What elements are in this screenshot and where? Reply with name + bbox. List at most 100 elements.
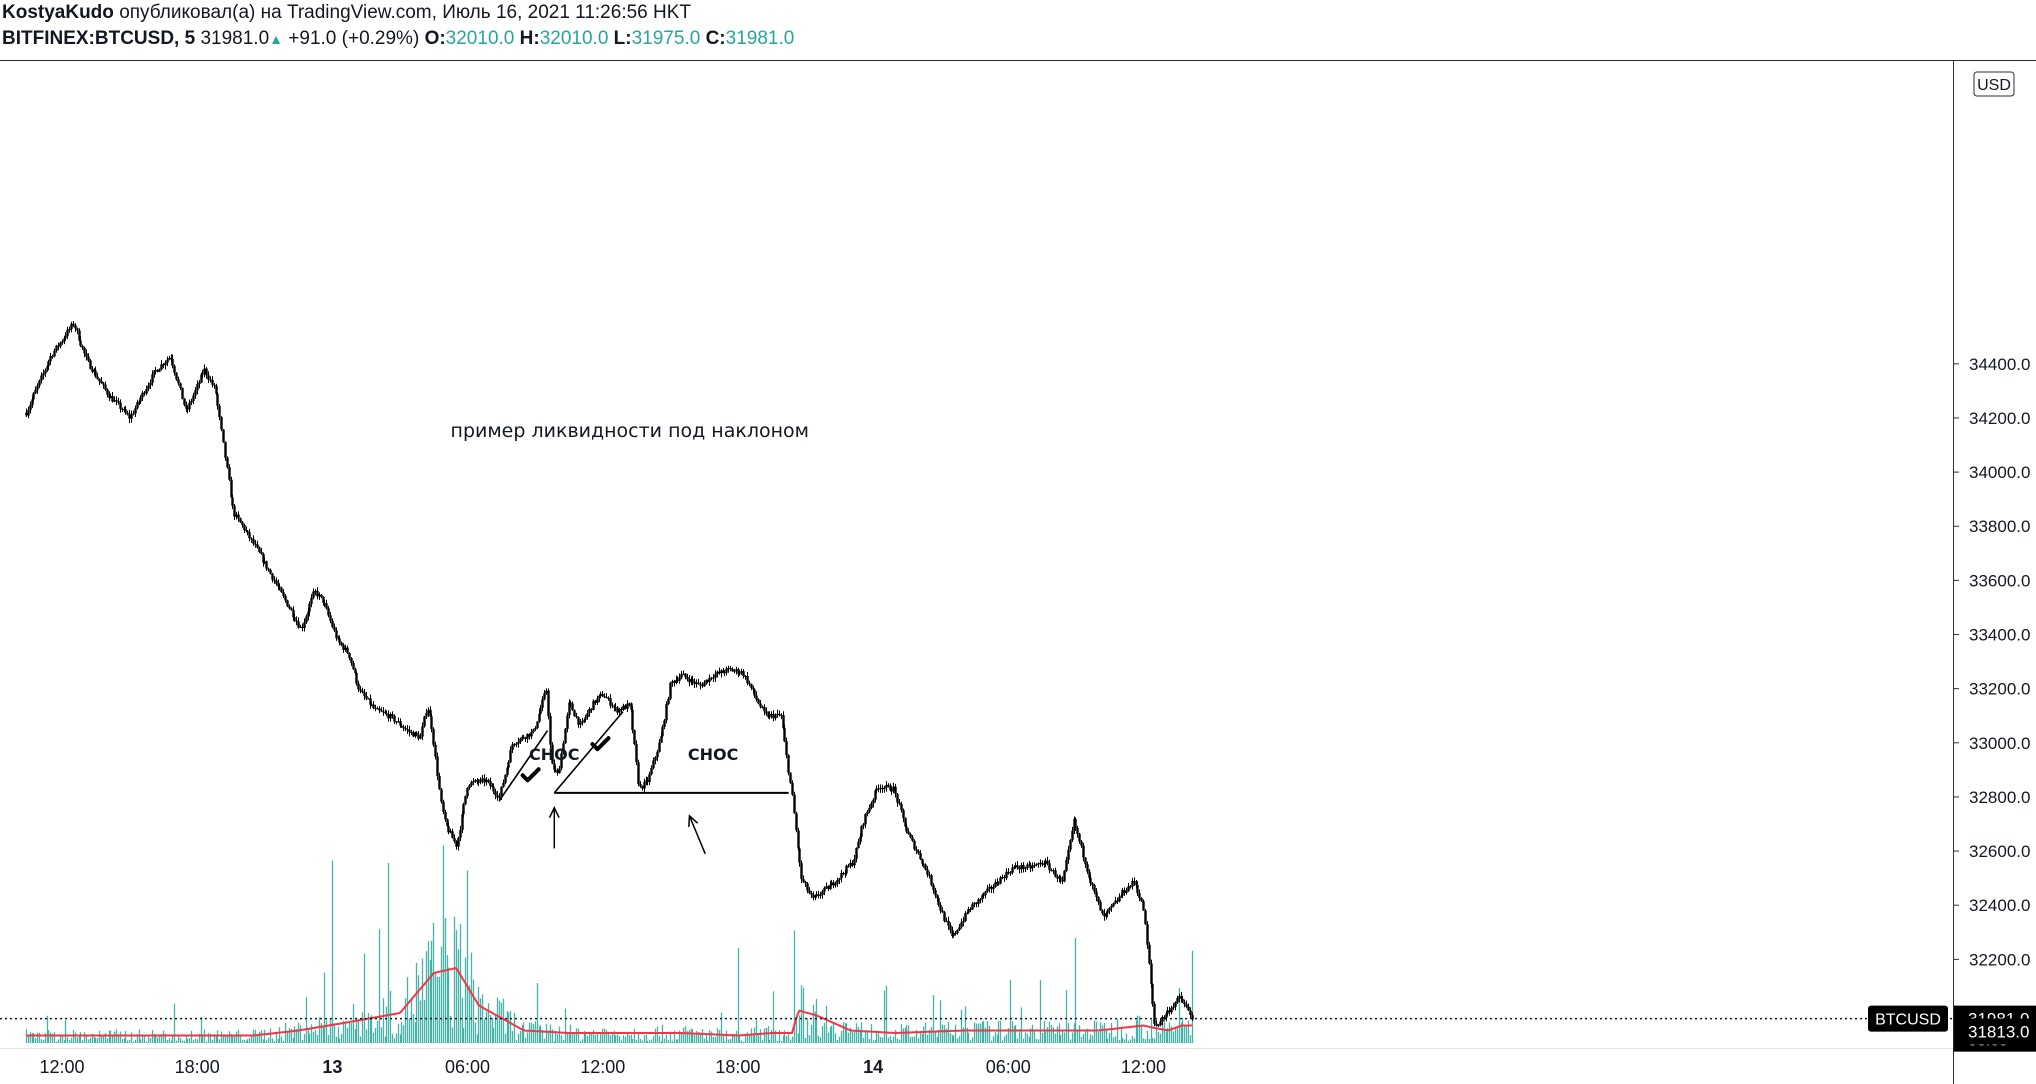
- candle-body: [778, 713, 781, 716]
- price-tick-label: 33600.0: [1969, 571, 2030, 590]
- candle-body: [25, 412, 28, 416]
- candle-body: [866, 811, 869, 814]
- candle-body: [697, 682, 700, 684]
- candle-body: [977, 899, 980, 904]
- candle-body: [63, 338, 66, 342]
- candle-body: [462, 804, 465, 815]
- candle-body: [575, 716, 578, 718]
- candle-body: [509, 750, 512, 763]
- candle-body: [186, 408, 189, 410]
- candle-body: [391, 714, 394, 716]
- candle-body: [832, 882, 835, 886]
- price-axis[interactable]: USD 34400.0 34200.0 34000.0 33800.0 33600.0 33…: [1953, 71, 2030, 969]
- candle-body: [1069, 840, 1072, 850]
- candle-body: [1020, 865, 1023, 870]
- candle-body: [446, 819, 449, 826]
- candle-body: [588, 708, 591, 714]
- candle-body: [447, 825, 450, 833]
- candle-body: [346, 647, 349, 654]
- candle-body: [1144, 910, 1147, 925]
- candle-body: [744, 675, 747, 677]
- candle-body: [136, 402, 139, 409]
- candle-body: [836, 879, 839, 884]
- candle-body: [631, 709, 634, 731]
- arrow-icon: [688, 815, 706, 855]
- candle-body: [72, 323, 75, 326]
- candle-body: [673, 681, 676, 683]
- candle-body: [365, 696, 368, 699]
- candle-body: [318, 594, 321, 597]
- candle-body: [340, 642, 343, 645]
- high-value: 32010.0: [539, 28, 609, 49]
- candle-body: [451, 831, 454, 838]
- candle-body: [91, 368, 94, 372]
- candle-body: [205, 368, 208, 376]
- candle-body: [710, 677, 713, 679]
- candle-body: [479, 779, 482, 783]
- candle-body: [1071, 830, 1074, 841]
- candle-body: [1142, 901, 1145, 911]
- candle-body: [547, 690, 550, 717]
- candle-body: [372, 704, 375, 708]
- candle-body: [68, 329, 71, 331]
- candle-body: [374, 707, 377, 709]
- candle-body: [808, 890, 811, 894]
- candle-body: [752, 687, 755, 690]
- candle-body: [695, 682, 698, 684]
- candle-body: [100, 381, 103, 384]
- candle-body: [179, 383, 182, 388]
- candle-body: [825, 886, 828, 888]
- candle-body: [322, 596, 325, 603]
- candle-body: [175, 372, 178, 380]
- candle-body: [806, 883, 809, 891]
- candle-body: [113, 400, 116, 402]
- candle-body: [941, 910, 944, 913]
- candle-body: [680, 674, 683, 678]
- candle-body: [292, 610, 295, 618]
- candle-body: [226, 457, 229, 468]
- candle-body: [988, 886, 991, 889]
- candle-body: [449, 831, 452, 833]
- candle-body: [1116, 900, 1119, 902]
- candle-body: [378, 708, 381, 711]
- candle-body: [967, 908, 970, 913]
- candle-body: [1043, 864, 1046, 866]
- candle-body: [646, 780, 649, 783]
- candle-body: [727, 668, 730, 670]
- symbol-name: BITFINEX:BTCUSD, 5: [2, 28, 196, 49]
- candle-body: [1155, 1023, 1158, 1026]
- candle-body: [517, 741, 520, 744]
- candle-body: [254, 543, 257, 545]
- candle-body: [160, 364, 163, 370]
- candle-body: [712, 677, 715, 679]
- candle-body: [716, 671, 719, 675]
- candle-body: [57, 345, 60, 347]
- candle-body: [147, 385, 150, 390]
- candle-body: [1022, 865, 1025, 869]
- candle-body: [269, 569, 272, 574]
- candle-body: [359, 689, 362, 691]
- candle-body: [64, 336, 67, 339]
- candle-body: [233, 505, 236, 517]
- candle-body: [183, 398, 186, 405]
- candle-body: [558, 768, 561, 774]
- candle-body: [115, 400, 118, 402]
- candle-body: [532, 729, 535, 732]
- candle-body: [457, 837, 460, 847]
- candle-body: [986, 888, 989, 892]
- candle-body: [609, 697, 612, 706]
- candle-body: [382, 711, 385, 713]
- candle-body: [329, 615, 332, 621]
- candle-body: [34, 389, 37, 394]
- candle-body: [541, 699, 544, 708]
- candle-body: [1097, 896, 1100, 903]
- candle-body: [652, 760, 655, 768]
- candle-body: [237, 514, 240, 519]
- candle-body: [658, 742, 661, 752]
- candle-body: [494, 791, 497, 796]
- candle-body: [750, 684, 753, 688]
- candle-body: [348, 653, 351, 659]
- time-axis[interactable]: 12:00 18:00 13 06:00 12:00 18:00 14 06:00 12:00: [39, 1057, 1165, 1077]
- candle-body: [126, 412, 129, 415]
